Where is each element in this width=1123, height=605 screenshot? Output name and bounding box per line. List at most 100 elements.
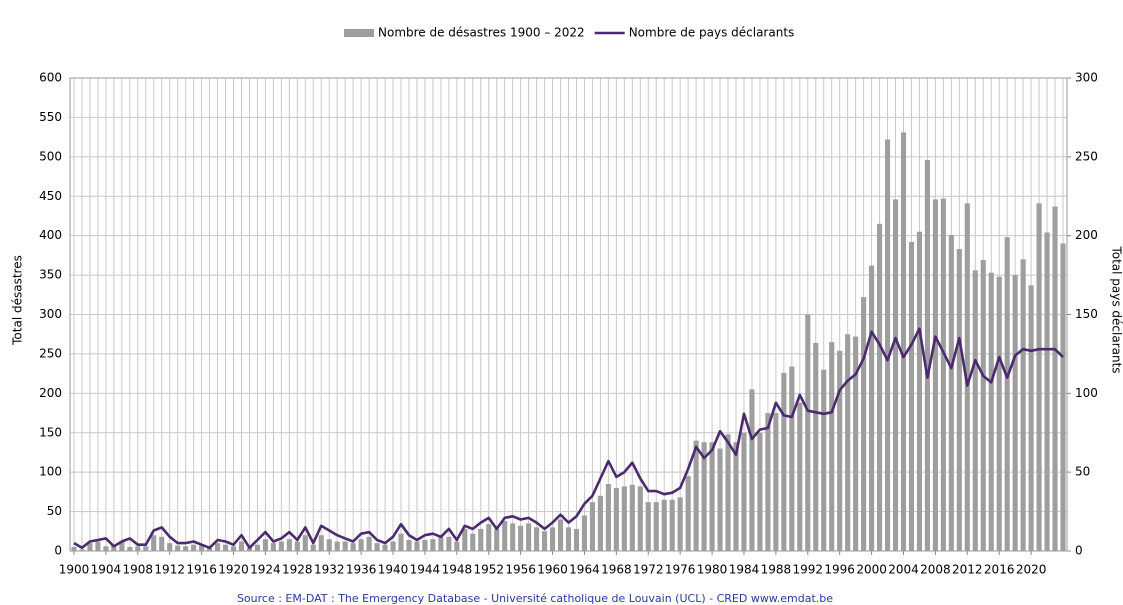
bar	[940, 198, 946, 552]
bar	[470, 533, 476, 551]
bar	[374, 543, 380, 551]
y2-tick-label: 50	[1075, 465, 1090, 479]
bar	[422, 539, 428, 551]
x-tick-label: 1960	[537, 563, 568, 577]
bar	[199, 545, 205, 551]
x-tick-label: 1924	[250, 563, 281, 577]
x-tick-label: 1948	[442, 563, 473, 577]
bar	[510, 523, 516, 551]
bar	[837, 350, 843, 551]
bar	[845, 334, 851, 551]
bar	[829, 342, 835, 551]
bar	[270, 543, 276, 551]
bar	[143, 546, 149, 551]
bar	[430, 539, 436, 551]
y-tick-label: 500	[39, 149, 62, 163]
bar	[956, 249, 962, 551]
bar	[884, 139, 891, 552]
bar	[382, 544, 388, 551]
y-tick-label: 450	[39, 189, 62, 203]
legend-label: Nombre de pays déclarants	[629, 26, 795, 40]
bar	[733, 442, 739, 551]
bar	[1012, 275, 1018, 551]
bar	[79, 549, 85, 551]
x-tick-label: 2012	[952, 563, 983, 577]
y2-tick-label: 0	[1075, 544, 1083, 558]
y-tick-label: 100	[39, 465, 62, 479]
bar	[526, 523, 532, 551]
bar	[653, 502, 659, 551]
y-tick-label: 0	[54, 544, 62, 558]
bar	[175, 545, 181, 551]
x-tick-label: 1936	[346, 563, 377, 577]
x-tick-label: 1908	[123, 563, 154, 577]
y2-tick-label: 100	[1075, 386, 1098, 400]
x-tick-label: 1912	[154, 563, 185, 577]
bar	[246, 547, 253, 551]
bar	[677, 497, 683, 551]
bar	[1004, 237, 1010, 551]
bar	[685, 476, 691, 551]
bar	[996, 276, 1002, 551]
x-tick-label: 1972	[633, 563, 664, 577]
bar	[454, 541, 460, 551]
bar	[988, 272, 994, 551]
x-tick-label: 1920	[218, 563, 249, 577]
bar	[573, 528, 580, 551]
bar	[765, 413, 771, 551]
x-tick-label: 1976	[665, 563, 696, 577]
y-tick-label: 400	[39, 228, 62, 242]
bar	[565, 527, 572, 551]
bar	[167, 543, 173, 551]
x-tick-label: 1940	[378, 563, 409, 577]
x-tick-label: 1900	[59, 563, 90, 577]
bar	[1020, 259, 1026, 551]
bar	[637, 486, 643, 551]
bar	[366, 536, 372, 551]
y-tick-label: 550	[39, 110, 62, 124]
bar	[215, 543, 221, 551]
bar	[542, 531, 548, 551]
bar	[900, 132, 907, 551]
x-tick-label: 1944	[410, 563, 441, 577]
y-tick-label: 350	[39, 268, 62, 282]
bar	[358, 539, 364, 551]
bar	[861, 297, 867, 551]
legend-label: Nombre de désastres 1900 – 2022	[378, 26, 585, 40]
bar	[222, 544, 229, 551]
bar	[709, 442, 715, 551]
bar	[310, 544, 316, 551]
bar	[924, 159, 930, 551]
bar	[589, 502, 595, 551]
bar	[494, 528, 500, 551]
x-tick-label: 1988	[761, 563, 792, 577]
bar	[805, 314, 811, 551]
bar	[645, 502, 651, 551]
bar	[877, 223, 883, 551]
bar	[908, 241, 915, 551]
bar	[797, 402, 803, 551]
x-tick-label: 1904	[91, 563, 122, 577]
bar	[717, 448, 723, 551]
bar	[207, 547, 213, 551]
bar	[127, 547, 133, 551]
bar	[326, 539, 332, 551]
bar	[414, 541, 420, 551]
bar	[262, 539, 268, 551]
bar	[1028, 285, 1034, 551]
bar	[581, 515, 588, 551]
bar	[741, 432, 747, 551]
bar	[238, 541, 245, 551]
bar	[191, 544, 197, 551]
x-tick-label: 2016	[984, 563, 1015, 577]
bar	[853, 336, 859, 551]
bar	[749, 389, 755, 551]
legend-swatch	[344, 29, 374, 37]
bar	[278, 541, 284, 551]
bar	[1060, 243, 1066, 552]
line	[73, 327, 1064, 550]
x-tick-label: 1968	[601, 563, 632, 577]
y-tick-label: 600	[39, 71, 62, 85]
bar	[916, 231, 922, 551]
